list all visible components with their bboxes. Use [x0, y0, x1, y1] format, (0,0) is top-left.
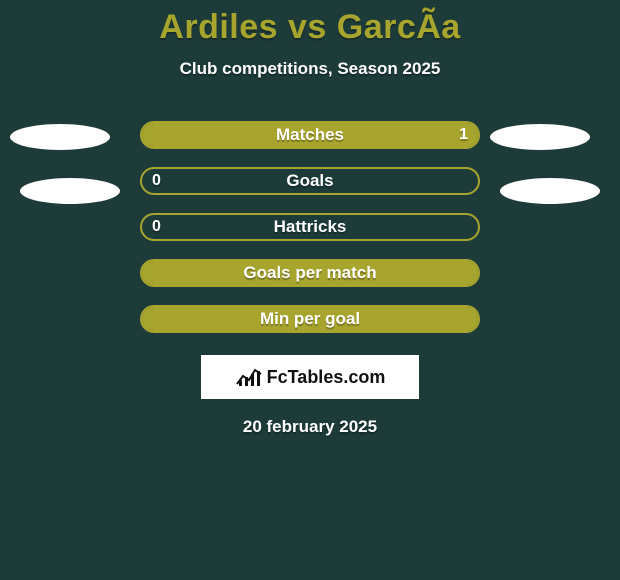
metric-pill: Min per goal [140, 305, 480, 333]
page-title: Ardiles vs GarcÃa [0, 0, 620, 47]
metric-label: Goals per match [243, 263, 376, 283]
decorative-ellipse [500, 178, 600, 204]
logo-text: FcTables.com [267, 367, 386, 388]
metric-row-min-per-goal: Min per goal [0, 305, 620, 333]
decorative-ellipse [490, 124, 590, 150]
metric-rows: Matches 1 0 Goals 0 Hattricks Goals per … [0, 121, 620, 333]
metric-label: Goals [286, 171, 333, 191]
chart-icon [235, 366, 263, 388]
metric-pill: 0 Hattricks [140, 213, 480, 241]
logo-box: FcTables.com [201, 355, 419, 399]
decorative-ellipse [20, 178, 120, 204]
right-value: 1 [459, 126, 468, 144]
metric-label: Matches [276, 125, 344, 145]
subtitle: Club competitions, Season 2025 [0, 59, 620, 79]
metric-pill: Goals per match [140, 259, 480, 287]
metric-pill: 0 Goals [140, 167, 480, 195]
metric-label: Hattricks [274, 217, 347, 237]
metric-pill: Matches 1 [140, 121, 480, 149]
comparison-card: Ardiles vs GarcÃa Club competitions, Sea… [0, 0, 620, 580]
left-value: 0 [152, 218, 161, 236]
left-value: 0 [152, 172, 161, 190]
footer-date: 20 february 2025 [0, 417, 620, 437]
metric-row-goals-per-match: Goals per match [0, 259, 620, 287]
metric-label: Min per goal [260, 309, 360, 329]
decorative-ellipse [10, 124, 110, 150]
metric-row-hattricks: 0 Hattricks [0, 213, 620, 241]
